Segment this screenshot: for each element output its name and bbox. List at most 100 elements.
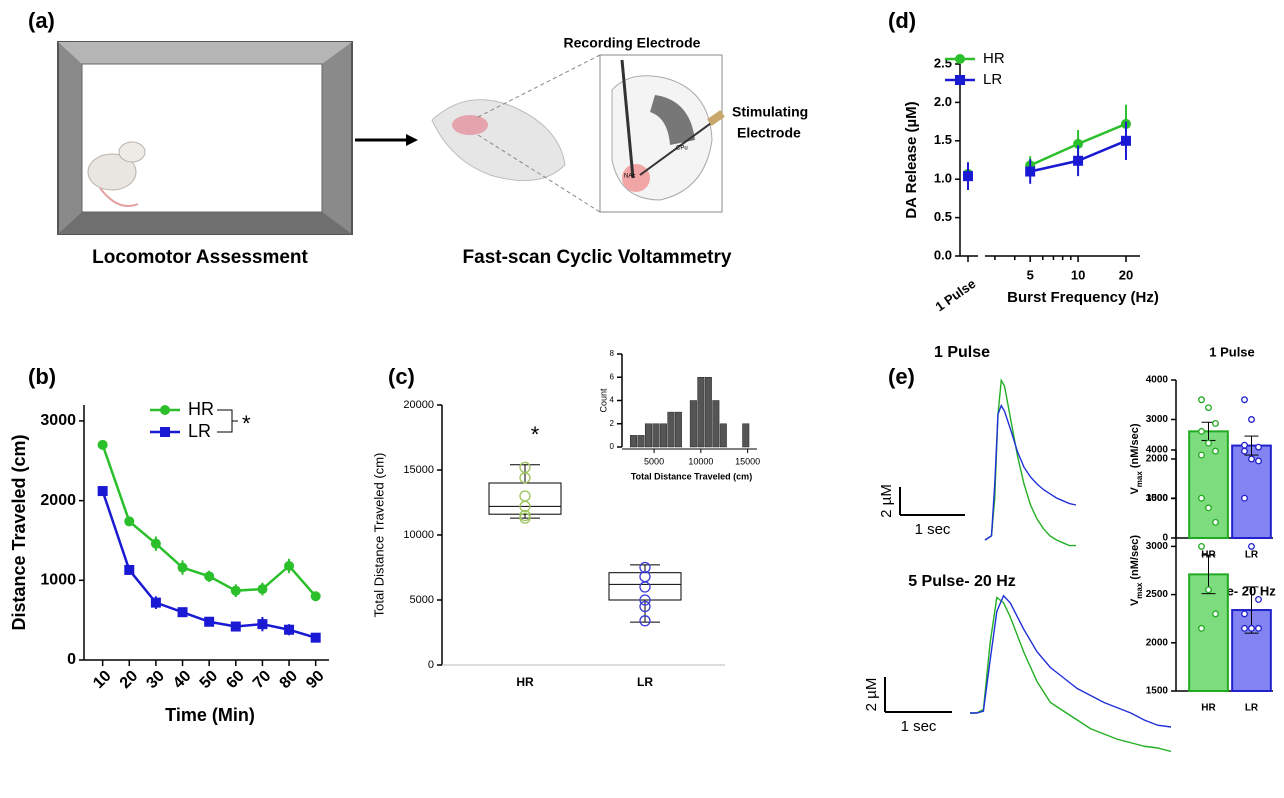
x-axis-label: Time (Min) — [165, 705, 255, 725]
y-tick-label: 2000 — [1146, 454, 1169, 465]
region-label: NAc — [624, 174, 635, 180]
panel-label: (d) — [888, 8, 916, 33]
trace-line — [970, 596, 1172, 753]
y-tick-label: 3000 — [40, 412, 76, 429]
ventricle — [650, 95, 695, 145]
x-tick-label: HR — [516, 675, 534, 689]
y-label-unit: (nM/sec) — [1129, 535, 1141, 583]
electrode-label: Electrode — [737, 125, 801, 141]
x-tick-label: 5 — [1027, 267, 1034, 282]
series-line — [101, 490, 317, 639]
y-axis-label: Vmax (nM/sec) — [1129, 535, 1144, 606]
y-tick-label: 0 — [610, 442, 615, 451]
point — [1248, 624, 1255, 632]
y-tick-label: 5000 — [410, 594, 434, 606]
x-tick-label: 60 — [223, 667, 248, 692]
marker — [97, 486, 108, 497]
y-tick-label: 2.0 — [934, 94, 952, 109]
x-tick-label: 80 — [277, 667, 302, 692]
scale-label: 2 µM — [878, 484, 895, 518]
legend-label: HR — [188, 399, 214, 419]
x-axis-label: Total Distance Traveled (cm) — [631, 471, 752, 481]
point — [1198, 494, 1205, 502]
point — [1255, 457, 1262, 465]
bar — [742, 423, 750, 448]
caption: Fast-scan Cyclic Voltammetry — [463, 247, 732, 268]
marker — [230, 585, 241, 596]
y-tick-label: 0.5 — [934, 209, 952, 224]
point — [1255, 443, 1262, 451]
point — [519, 509, 531, 522]
x-tick-label: 30 — [143, 667, 168, 692]
point — [519, 490, 531, 502]
arena-bevel — [58, 212, 352, 234]
y-axis-label: Count — [598, 388, 608, 413]
brain — [452, 115, 488, 135]
x-tick-label: 10 — [90, 667, 115, 692]
marker — [284, 560, 295, 571]
point — [639, 594, 651, 606]
marker — [124, 564, 135, 575]
y-axis-label: Vmax (nM/sec) — [1129, 423, 1144, 494]
rat-tail — [99, 187, 139, 207]
annotation: * — [531, 422, 540, 447]
marker — [177, 562, 188, 573]
y-tick-label: 0.0 — [934, 247, 952, 262]
x-tick-label: LR — [1245, 550, 1259, 561]
trace-title: 5 Pulse- 20 Hz — [908, 573, 1016, 590]
point — [639, 615, 651, 627]
caption: Locomotor Assessment — [92, 247, 308, 268]
point — [1241, 447, 1248, 455]
bar — [704, 377, 712, 448]
recording-electrode — [620, 59, 635, 179]
y-tick-label: 2500 — [1146, 589, 1169, 600]
x-tick-label: LR — [637, 675, 653, 689]
panel-label: (a) — [28, 8, 55, 33]
y-axis-label: Total Distance Traveled (cm) — [371, 453, 386, 618]
y-tick-label: 1000 — [1146, 493, 1169, 504]
point — [1212, 420, 1219, 427]
zoom-line — [477, 134, 601, 213]
scale-label: 1 sec — [915, 521, 951, 538]
trace-line — [984, 378, 1076, 547]
trace-line — [970, 594, 1172, 728]
point — [1248, 542, 1255, 550]
marker — [955, 75, 965, 85]
marker — [230, 621, 241, 632]
point — [519, 461, 531, 474]
marker — [955, 54, 965, 64]
point — [1205, 504, 1212, 512]
marker — [963, 171, 973, 182]
point — [1198, 427, 1205, 435]
point — [1241, 610, 1248, 618]
rat-head-large — [431, 99, 566, 182]
bar — [637, 435, 645, 448]
legend-label: LR — [983, 71, 1002, 88]
point — [1212, 610, 1219, 618]
arena-bevel — [58, 42, 352, 64]
point — [1198, 542, 1205, 550]
marker — [97, 439, 108, 450]
point — [1205, 586, 1212, 594]
point — [1205, 404, 1212, 412]
y-axis-label: Distance Traveled (cm) — [9, 434, 29, 630]
y-label-sub: max — [1135, 471, 1144, 488]
y-tick-label: 8 — [610, 349, 615, 358]
point — [639, 570, 651, 583]
annotation: * — [242, 411, 251, 436]
panel-label: (b) — [28, 364, 56, 389]
y-tick-label: 0 — [67, 651, 76, 668]
legend-label: LR — [188, 421, 211, 441]
point — [639, 561, 651, 574]
x-tick-label: 90 — [303, 667, 328, 692]
point — [639, 600, 651, 613]
electrode-label: Stimulating — [732, 104, 808, 120]
y-tick-label: 4000 — [1146, 445, 1169, 456]
y-tick-label: 1000 — [40, 572, 76, 589]
y-tick-label: 15000 — [403, 464, 434, 476]
x-tick-label: 20 — [117, 667, 142, 692]
marker — [204, 616, 215, 627]
electrode-tip — [707, 110, 725, 126]
y-tick-label: 20000 — [403, 399, 434, 411]
bar — [689, 400, 697, 448]
